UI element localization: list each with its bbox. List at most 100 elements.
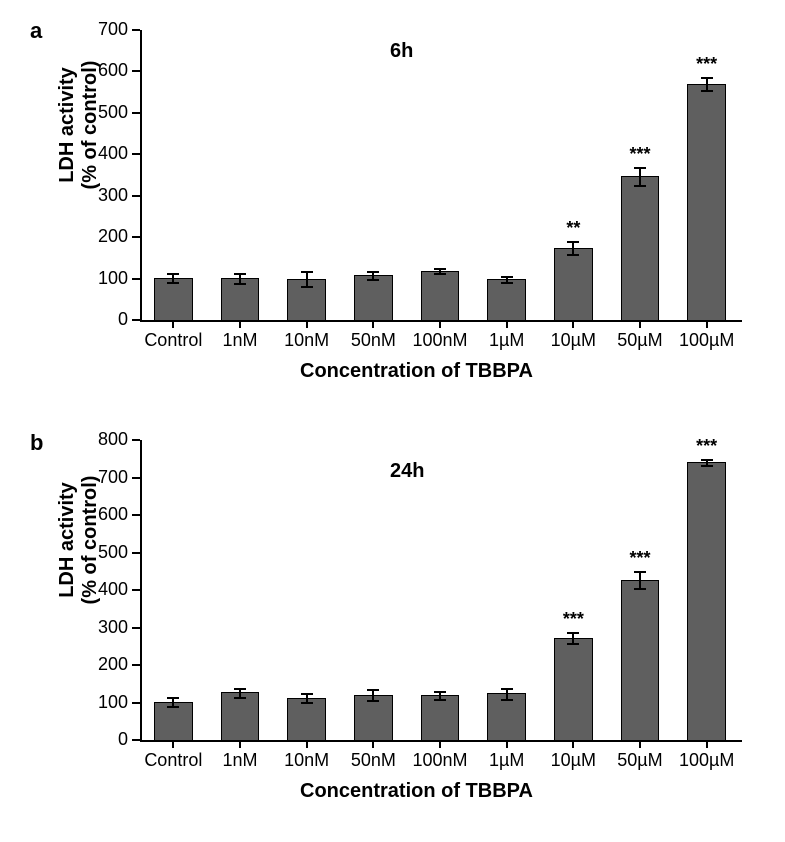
error-cap — [701, 459, 713, 461]
error-cap — [701, 77, 713, 79]
y-tick — [132, 514, 140, 516]
y-tick-label: 100 — [82, 268, 128, 289]
bar — [355, 696, 392, 740]
x-tick — [372, 320, 374, 328]
panel-label-a: a — [30, 18, 42, 44]
x-tick — [572, 740, 574, 748]
error-bar — [639, 168, 641, 186]
error-cap — [234, 688, 246, 690]
x-tick — [372, 740, 374, 748]
error-cap — [167, 706, 179, 708]
x-tick-label: 50nM — [340, 330, 407, 351]
x-tick — [306, 740, 308, 748]
y-tick-label: 0 — [82, 729, 128, 750]
x-tick — [506, 320, 508, 328]
chart-title-a: 6h — [390, 40, 413, 63]
y-axis-label-row2: (% of control) — [79, 390, 102, 690]
error-cap — [301, 286, 313, 288]
error-cap — [301, 693, 313, 695]
y-axis-label-row1: LDH activity — [56, 0, 79, 270]
significance-label: *** — [610, 144, 670, 165]
x-tick-label: 100µM — [673, 750, 740, 771]
error-cap — [501, 699, 513, 701]
error-cap — [167, 273, 179, 275]
error-cap — [567, 254, 579, 256]
error-cap — [567, 643, 579, 645]
error-cap — [167, 697, 179, 699]
bar — [355, 276, 392, 320]
x-tick-label: Control — [140, 330, 207, 351]
error-cap — [367, 689, 379, 691]
x-tick — [572, 320, 574, 328]
bar — [622, 177, 659, 320]
error-cap — [567, 632, 579, 634]
panel-label-b: b — [30, 430, 43, 456]
significance-label: ** — [543, 218, 603, 239]
x-tick — [439, 740, 441, 748]
error-cap — [501, 276, 513, 278]
y-tick-label: 100 — [82, 692, 128, 713]
y-axis-label-row1: LDH activity — [56, 390, 79, 690]
x-tick-label: 1µM — [473, 330, 540, 351]
x-tick — [306, 320, 308, 328]
y-tick — [132, 439, 140, 441]
x-tick-label: 1nM — [207, 330, 274, 351]
bar — [488, 694, 525, 740]
error-cap — [634, 571, 646, 573]
x-tick-label: 100nM — [407, 330, 474, 351]
x-axis-label-a: Concentration of TBBPA — [300, 360, 533, 383]
error-cap — [234, 283, 246, 285]
x-tick — [506, 740, 508, 748]
error-cap — [167, 282, 179, 284]
y-tick — [132, 702, 140, 704]
error-cap — [234, 273, 246, 275]
y-tick — [132, 589, 140, 591]
error-cap — [501, 688, 513, 690]
y-tick — [132, 195, 140, 197]
y-axis-label-b: LDH activity(% of control) — [56, 390, 102, 690]
error-cap — [367, 700, 379, 702]
error-bar — [639, 572, 641, 589]
x-tick-label: 1µM — [473, 750, 540, 771]
x-tick-label: 10µM — [540, 330, 607, 351]
error-cap — [501, 282, 513, 284]
y-tick — [132, 627, 140, 629]
error-cap — [301, 271, 313, 273]
y-tick — [132, 477, 140, 479]
figure: a0100200300400500600700Control1nM10nM50n… — [0, 0, 785, 842]
error-cap — [634, 185, 646, 187]
x-tick — [172, 740, 174, 748]
error-cap — [567, 241, 579, 243]
significance-label: *** — [677, 436, 737, 457]
error-bar — [572, 242, 574, 255]
significance-label: *** — [543, 609, 603, 630]
significance-label: *** — [677, 54, 737, 75]
error-cap — [301, 702, 313, 704]
bar — [288, 699, 325, 740]
error-cap — [634, 588, 646, 590]
x-tick-label: 100nM — [407, 750, 474, 771]
y-axis-label-row2: (% of control) — [79, 0, 102, 270]
bar — [422, 272, 459, 320]
y-tick — [132, 112, 140, 114]
bar — [688, 463, 725, 740]
y-tick — [132, 319, 140, 321]
bar — [222, 279, 259, 320]
x-tick — [706, 740, 708, 748]
y-tick — [132, 153, 140, 155]
error-cap — [701, 465, 713, 467]
x-tick-label: 50nM — [340, 750, 407, 771]
y-tick — [132, 739, 140, 741]
bar — [622, 581, 659, 740]
x-tick — [239, 320, 241, 328]
y-tick — [132, 664, 140, 666]
chart-title-b: 24h — [390, 460, 424, 483]
x-tick-label: 1nM — [207, 750, 274, 771]
error-cap — [434, 273, 446, 275]
y-tick — [132, 70, 140, 72]
x-tick-label: 10µM — [540, 750, 607, 771]
bar — [555, 639, 592, 740]
error-cap — [701, 90, 713, 92]
y-tick — [132, 552, 140, 554]
bar — [688, 85, 725, 320]
